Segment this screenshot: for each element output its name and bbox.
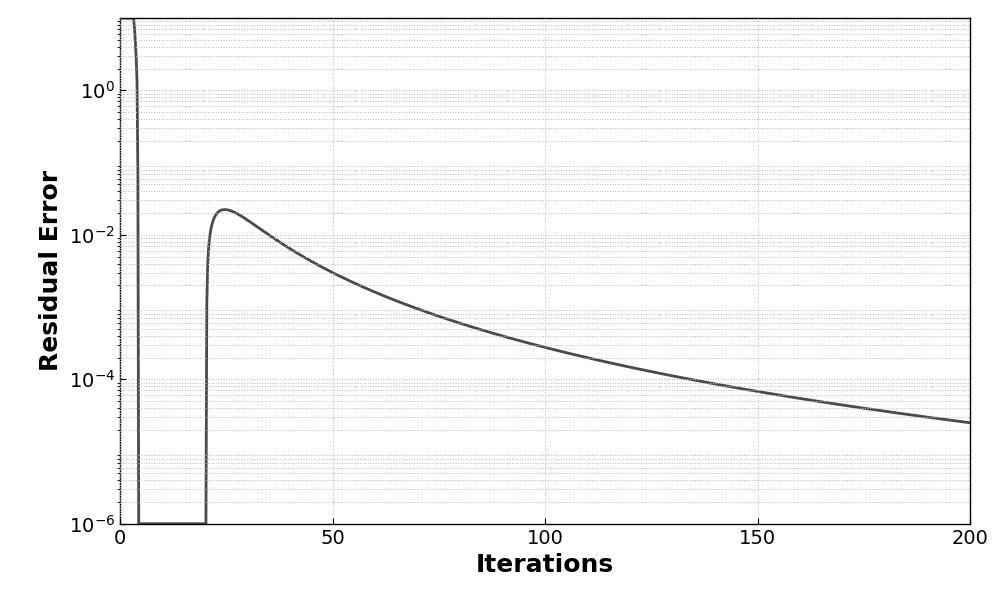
X-axis label: Iterations: Iterations <box>476 553 614 577</box>
Y-axis label: Residual Error: Residual Error <box>39 170 63 371</box>
